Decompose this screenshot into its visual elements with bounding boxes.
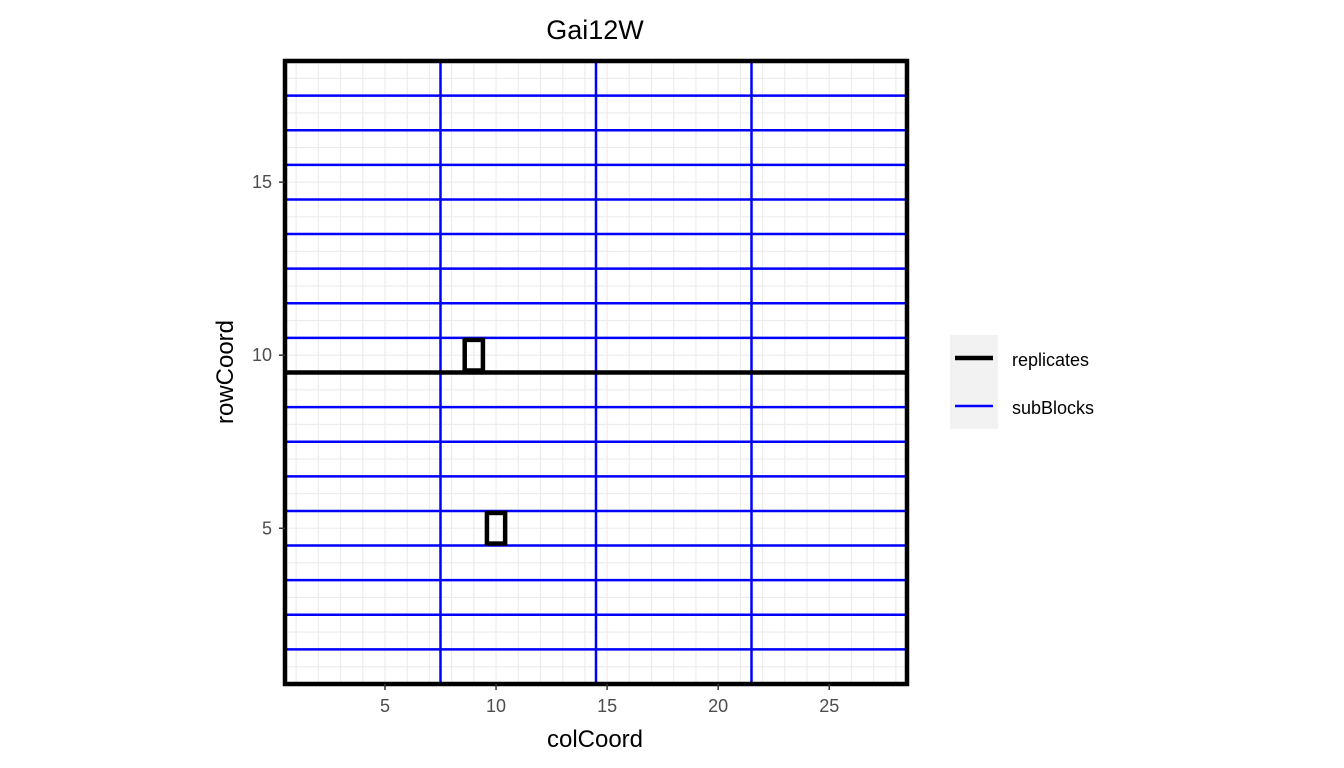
x-tick-label: 10: [486, 696, 506, 716]
x-tick-label: 15: [597, 696, 617, 716]
legend-label-replicates: replicates: [1012, 350, 1089, 370]
replicate-plot-outline: [484, 510, 508, 546]
legend-key-background: [950, 335, 998, 429]
replicate-lines: [282, 58, 910, 687]
replicate-boundary: [282, 58, 910, 687]
legend-label-subblocks: subBlocks: [1012, 398, 1094, 418]
subblock-lines: [285, 61, 907, 684]
y-tick-label: 10: [252, 345, 272, 365]
replicate-plot-outline: [462, 337, 486, 373]
x-axis-title: colCoord: [547, 726, 643, 753]
x-tick-label: 20: [708, 696, 728, 716]
x-tick-label: 5: [380, 696, 390, 716]
y-tick-label: 15: [252, 172, 272, 192]
x-tick-label: 25: [819, 696, 839, 716]
y-axis-title: rowCoord: [212, 320, 239, 424]
plot-panel: [282, 58, 910, 687]
y-tick-label: 5: [262, 518, 272, 538]
legend: replicates subBlocks: [950, 335, 1094, 429]
axes: 5 10 15 20 25 5 10 15: [252, 172, 839, 716]
chart-title: Gai12W: [546, 15, 644, 45]
